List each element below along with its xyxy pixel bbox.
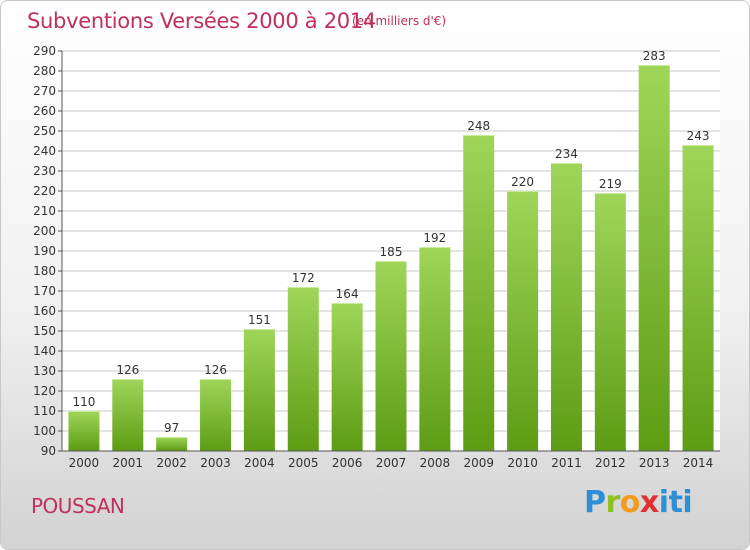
bar-2005 (287, 287, 319, 451)
y-tick-label: 140 (33, 344, 56, 358)
chart-title: Subventions Versées 2000 à 2014 (27, 9, 376, 33)
value-label: 172 (292, 271, 315, 285)
value-label: 97 (164, 421, 179, 435)
bar-2014 (682, 145, 714, 451)
value-label: 151 (248, 313, 271, 327)
value-label: 126 (204, 363, 227, 377)
y-tick-label: 100 (33, 424, 56, 438)
y-tick-label: 280 (33, 64, 56, 78)
bar-2012 (594, 193, 626, 451)
y-tick-label: 120 (33, 384, 56, 398)
bar-2000 (68, 411, 100, 451)
x-tick-label: 2007 (376, 456, 407, 470)
proxiti-logo: Proxiti (584, 485, 693, 520)
x-tick-label: 2012 (595, 456, 626, 470)
x-tick-label: 2005 (288, 456, 319, 470)
bar-2002 (156, 437, 188, 451)
bar-2011 (550, 163, 582, 451)
x-tick-label: 2010 (507, 456, 538, 470)
y-tick-label: 260 (33, 104, 56, 118)
y-tick-label: 150 (33, 324, 56, 338)
bar-2004 (243, 329, 275, 451)
value-label: 126 (116, 363, 139, 377)
bar-2001 (112, 379, 144, 451)
value-label: 219 (599, 177, 622, 191)
value-label: 248 (467, 119, 490, 133)
y-tick-label: 110 (33, 404, 56, 418)
x-tick-label: 2011 (551, 456, 582, 470)
bar-2007 (375, 261, 407, 451)
y-tick-label: 180 (33, 264, 56, 278)
x-tick-label: 2006 (332, 456, 363, 470)
y-tick-label: 290 (33, 44, 56, 58)
y-tick-label: 210 (33, 204, 56, 218)
bar-2013 (638, 65, 670, 451)
x-tick-label: 2002 (156, 456, 187, 470)
bars: 110 126 97 126 151 172 164 185 192 248 220 234 219 28… (68, 49, 714, 451)
y-tick-label: 200 (33, 224, 56, 238)
value-label: 234 (555, 147, 578, 161)
value-label: 283 (643, 49, 666, 63)
bar-2006 (331, 303, 363, 451)
x-tick-label: 2014 (683, 456, 714, 470)
y-tick-label: 230 (33, 164, 56, 178)
y-tick-label: 170 (33, 284, 56, 298)
axes: 90 100 110 120 130 140 150 160 170 180 190 200 210 22… (33, 44, 720, 470)
x-tick-label: 2009 (463, 456, 494, 470)
y-tick-label: 190 (33, 244, 56, 258)
bar-2010 (507, 191, 539, 451)
bar-2003 (200, 379, 232, 451)
x-tick-label: 2013 (639, 456, 670, 470)
value-label: 185 (380, 245, 403, 259)
bar-2009 (463, 135, 495, 451)
y-tick-label: 270 (33, 84, 56, 98)
x-tick-label: 2004 (244, 456, 275, 470)
value-label: 164 (336, 287, 359, 301)
x-tick-label: 2001 (113, 456, 144, 470)
y-tick-label: 220 (33, 184, 56, 198)
y-tick-label: 240 (33, 144, 56, 158)
value-label: 110 (72, 395, 95, 409)
y-tick-label: 250 (33, 124, 56, 138)
commune-name: POUSSAN (31, 494, 125, 518)
value-label: 243 (687, 129, 710, 143)
y-tick-label: 130 (33, 364, 56, 378)
value-label: 220 (511, 175, 534, 189)
chart-unit: (en milliers d'€) (352, 14, 447, 28)
x-tick-label: 2008 (420, 456, 451, 470)
y-tick-label: 160 (33, 304, 56, 318)
value-label: 192 (423, 231, 446, 245)
x-tick-label: 2000 (69, 456, 100, 470)
y-tick-label: 90 (41, 444, 56, 458)
x-tick-label: 2003 (200, 456, 231, 470)
bar-2008 (419, 247, 451, 451)
